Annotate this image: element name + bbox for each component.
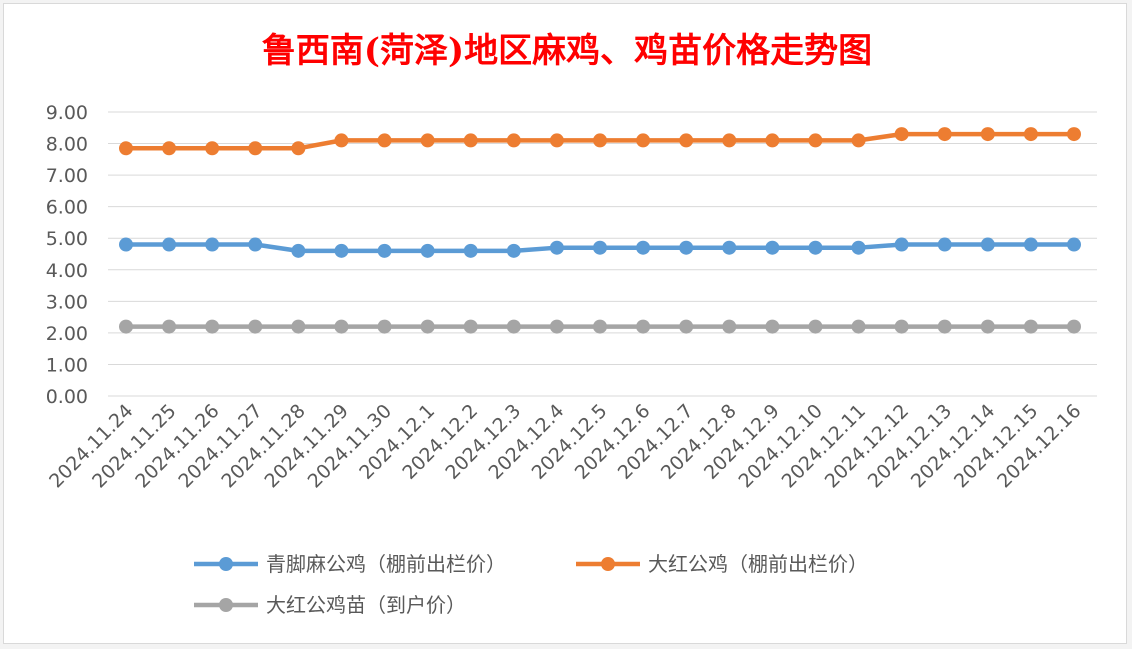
data-point: [765, 133, 780, 148]
data-point: [420, 319, 435, 334]
y-tick-label: 6.00: [46, 197, 88, 219]
data-point: [937, 237, 952, 252]
data-point: [937, 127, 952, 142]
legend: 青脚麻公鸡（棚前出栏价） 大红公鸡（棚前出栏价） 大红公鸡苗（到户价）: [194, 552, 868, 617]
line-chart: 鲁西南(菏泽)地区麻鸡、鸡苗价格走势图 0.00 1.00 2.00 3.00 4.00…: [45, 31, 1097, 617]
legend-item: 青脚麻公鸡（棚前出栏价）: [194, 552, 506, 576]
y-tick-label: 7.00: [46, 165, 88, 187]
data-point: [119, 237, 133, 252]
data-point: [291, 243, 306, 258]
data-point: [593, 319, 607, 334]
data-point: [722, 240, 737, 255]
data-point: [1023, 319, 1038, 334]
legend-swatch-marker: [601, 557, 615, 571]
data-point: [205, 141, 220, 156]
y-tick-label: 5.00: [46, 228, 88, 250]
data-point: [334, 133, 349, 148]
data-point: [162, 237, 177, 252]
data-point: [377, 243, 392, 258]
data-point: [851, 240, 866, 255]
data-point: [636, 133, 651, 148]
y-tick-label: 2.00: [46, 323, 88, 345]
y-tick-label: 4.00: [46, 260, 88, 282]
x-axis-ticks: 2024.11.242024.11.252024.11.262024.11.27…: [45, 400, 1085, 492]
data-point: [937, 319, 952, 334]
legend-label: 大红公鸡苗（到户价）: [266, 593, 466, 617]
data-point: [205, 319, 220, 334]
data-point: [722, 133, 737, 148]
data-point: [248, 141, 263, 156]
data-point: [119, 141, 133, 156]
legend-item: 大红公鸡苗（到户价）: [194, 593, 466, 617]
data-point: [808, 133, 823, 148]
data-point: [463, 319, 478, 334]
data-point: [506, 319, 521, 334]
data-point: [463, 243, 478, 258]
data-point: [162, 141, 177, 156]
data-point: [593, 240, 607, 255]
data-point: [506, 133, 521, 148]
y-axis-ticks: 0.00 1.00 2.00 3.00 4.00 5.00 6.00 7.00 8.00 9.00: [46, 102, 88, 408]
data-point: [162, 319, 177, 334]
series-2: [119, 127, 1081, 156]
legend-item: 大红公鸡（棚前出栏价）: [576, 552, 868, 576]
data-point: [248, 319, 263, 334]
legend-label: 大红公鸡（棚前出栏价）: [648, 552, 868, 576]
data-point: [851, 319, 866, 334]
data-point: [463, 133, 478, 148]
data-point: [679, 319, 694, 334]
y-tick-label: 1.00: [46, 354, 88, 376]
data-point: [808, 240, 823, 255]
chart-area: 鲁西南(菏泽)地区麻鸡、鸡苗价格走势图 0.00 1.00 2.00 3.00 4.00…: [3, 3, 1127, 644]
data-point: [377, 133, 392, 148]
data-point: [506, 243, 521, 258]
data-point: [1067, 127, 1081, 142]
data-point: [851, 133, 866, 148]
y-tick-label: 8.00: [46, 134, 88, 156]
y-tick-label: 3.00: [46, 291, 88, 313]
data-point: [593, 133, 607, 148]
y-tick-label: 0.00: [46, 386, 88, 408]
data-point: [636, 240, 651, 255]
data-point: [1067, 237, 1081, 252]
data-point: [119, 319, 133, 334]
legend-swatch-marker: [219, 598, 233, 612]
data-point: [765, 319, 780, 334]
data-point: [420, 133, 435, 148]
data-point: [894, 319, 909, 334]
data-point: [636, 319, 651, 334]
data-point: [291, 319, 306, 334]
data-point: [549, 240, 564, 255]
data-point: [722, 319, 737, 334]
series-3: [119, 319, 1081, 334]
data-point: [291, 141, 306, 156]
data-point: [679, 240, 694, 255]
data-point: [334, 319, 349, 334]
chart-title: 鲁西南(菏泽)地区麻鸡、鸡苗价格走势图: [262, 31, 872, 71]
data-point: [549, 319, 564, 334]
data-point: [1023, 127, 1038, 142]
data-point: [248, 237, 263, 252]
data-point: [1067, 319, 1081, 334]
legend-label: 青脚麻公鸡（棚前出栏价）: [266, 552, 506, 576]
data-point: [980, 319, 995, 334]
data-point: [377, 319, 392, 334]
data-point: [205, 237, 220, 252]
data-point: [808, 319, 823, 334]
series-group: [119, 127, 1081, 334]
data-point: [765, 240, 780, 255]
data-point: [1023, 237, 1038, 252]
data-point: [334, 243, 349, 258]
data-point: [420, 243, 435, 258]
data-point: [980, 237, 995, 252]
data-point: [980, 127, 995, 142]
data-point: [894, 237, 909, 252]
data-point: [679, 133, 694, 148]
data-point: [894, 127, 909, 142]
series-1: [119, 237, 1081, 258]
y-tick-label: 9.00: [46, 102, 88, 124]
data-point: [549, 133, 564, 148]
legend-swatch-marker: [219, 557, 233, 571]
